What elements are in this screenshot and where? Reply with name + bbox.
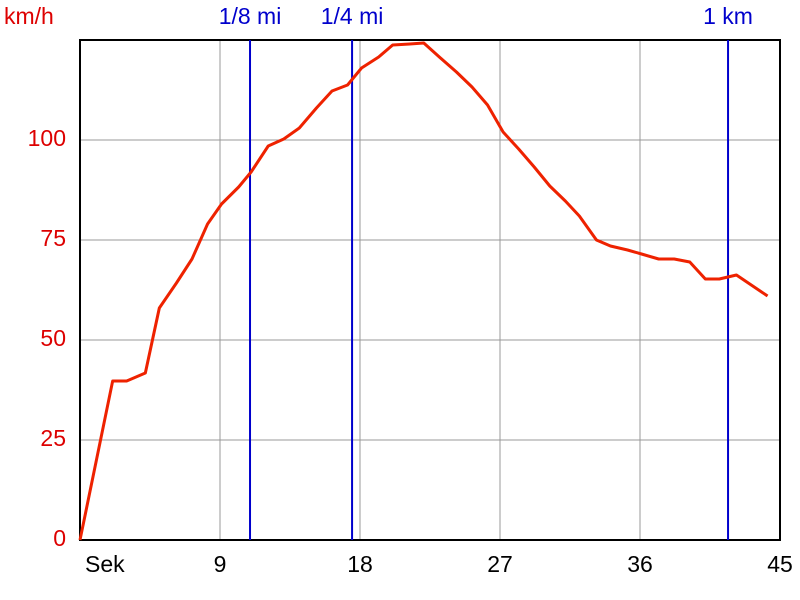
plot-frame xyxy=(79,39,781,541)
distance-marker-label: 1/8 mi xyxy=(219,3,282,29)
y-axis-label: km/h xyxy=(4,3,54,29)
y-tick-label: 50 xyxy=(40,325,66,351)
y-tick-label: 0 xyxy=(53,525,66,551)
x-tick-label: 18 xyxy=(347,551,373,577)
y-tick-label: 25 xyxy=(40,425,66,451)
y-tick-label: 100 xyxy=(28,125,66,151)
distance-marker-label: 1 km xyxy=(703,3,753,29)
y-tick-label: 75 xyxy=(40,225,66,251)
x-tick-label: 27 xyxy=(487,551,513,577)
x-tick-label: 36 xyxy=(627,551,653,577)
speed-line xyxy=(78,41,769,541)
distance-marker-label: 1/4 mi xyxy=(321,3,384,29)
x-tick-label: Sek xyxy=(85,551,125,577)
x-tick-label: 9 xyxy=(214,551,227,577)
x-tick-label: 45 xyxy=(767,551,793,577)
